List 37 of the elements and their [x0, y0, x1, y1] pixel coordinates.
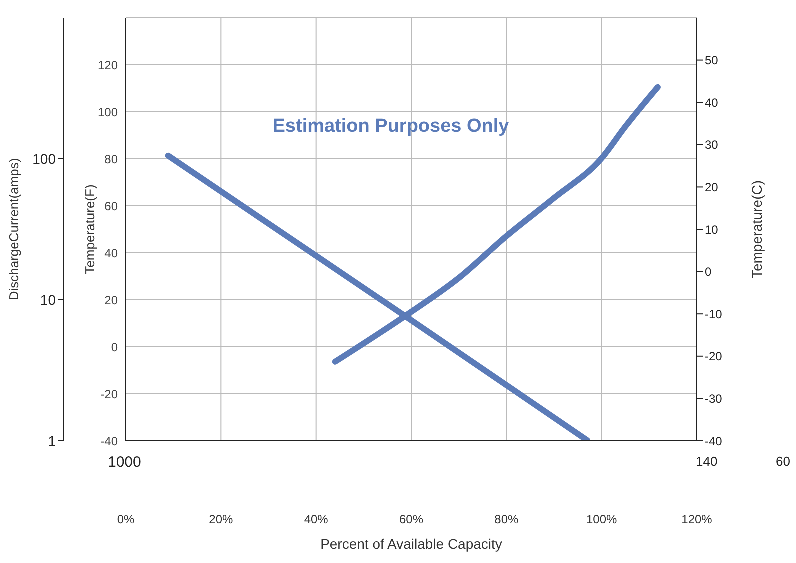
y2-tick-label: -20	[100, 387, 118, 402]
y-tick-label: 10	[40, 292, 56, 308]
x-tick-label: 40%	[304, 512, 329, 527]
x-tick-label: 60%	[399, 512, 424, 527]
y3-tick-label: 10	[705, 222, 719, 237]
x-tick-label: 20%	[209, 512, 234, 527]
y2-tick-label: 40	[104, 246, 118, 260]
y-tick-label: 1	[48, 432, 56, 449]
y3-tick-label: 20	[705, 180, 719, 194]
y3-tick-label: -40	[705, 434, 723, 448]
y2-tick-label: 120	[98, 58, 118, 72]
x-tick-label: 0%	[117, 512, 135, 527]
y2-tick-label: 20	[104, 293, 118, 308]
y3-tick-label: -30	[705, 392, 723, 406]
text: 60	[776, 454, 790, 469]
y3-axis-title: Temperature(C)	[748, 180, 765, 279]
text: 1000	[108, 454, 142, 471]
text: 140	[696, 454, 718, 469]
y2-tick-label: 0	[111, 340, 118, 354]
x-tick-label: 120%	[682, 512, 713, 527]
y2-tick-label: 100	[98, 105, 118, 120]
y-axis-title: DischargeCurrent(amps)	[6, 158, 22, 301]
x-axis-title: Percent of Available Capacity	[320, 536, 502, 552]
y2-tick-label: -40	[100, 434, 118, 448]
y2-tick-label: 60	[104, 199, 118, 214]
y3-tick-label: -10	[705, 307, 723, 322]
y3-tick-label: 30	[705, 138, 719, 152]
x-tick-label: 100%	[586, 512, 618, 527]
y3-tick-label: 40	[705, 96, 719, 110]
text: Estimation Purposes Only	[272, 116, 510, 138]
y3-tick-label: 50	[705, 54, 719, 68]
y-tick-label: 100	[32, 150, 56, 167]
y2-tick-label: 80	[104, 152, 118, 166]
y3-tick-label: -20	[705, 350, 723, 364]
y3-tick-label: 0	[705, 265, 712, 280]
y2-axis-title: Temperature(F)	[82, 184, 98, 274]
x-tick-label: 80%	[494, 512, 519, 527]
